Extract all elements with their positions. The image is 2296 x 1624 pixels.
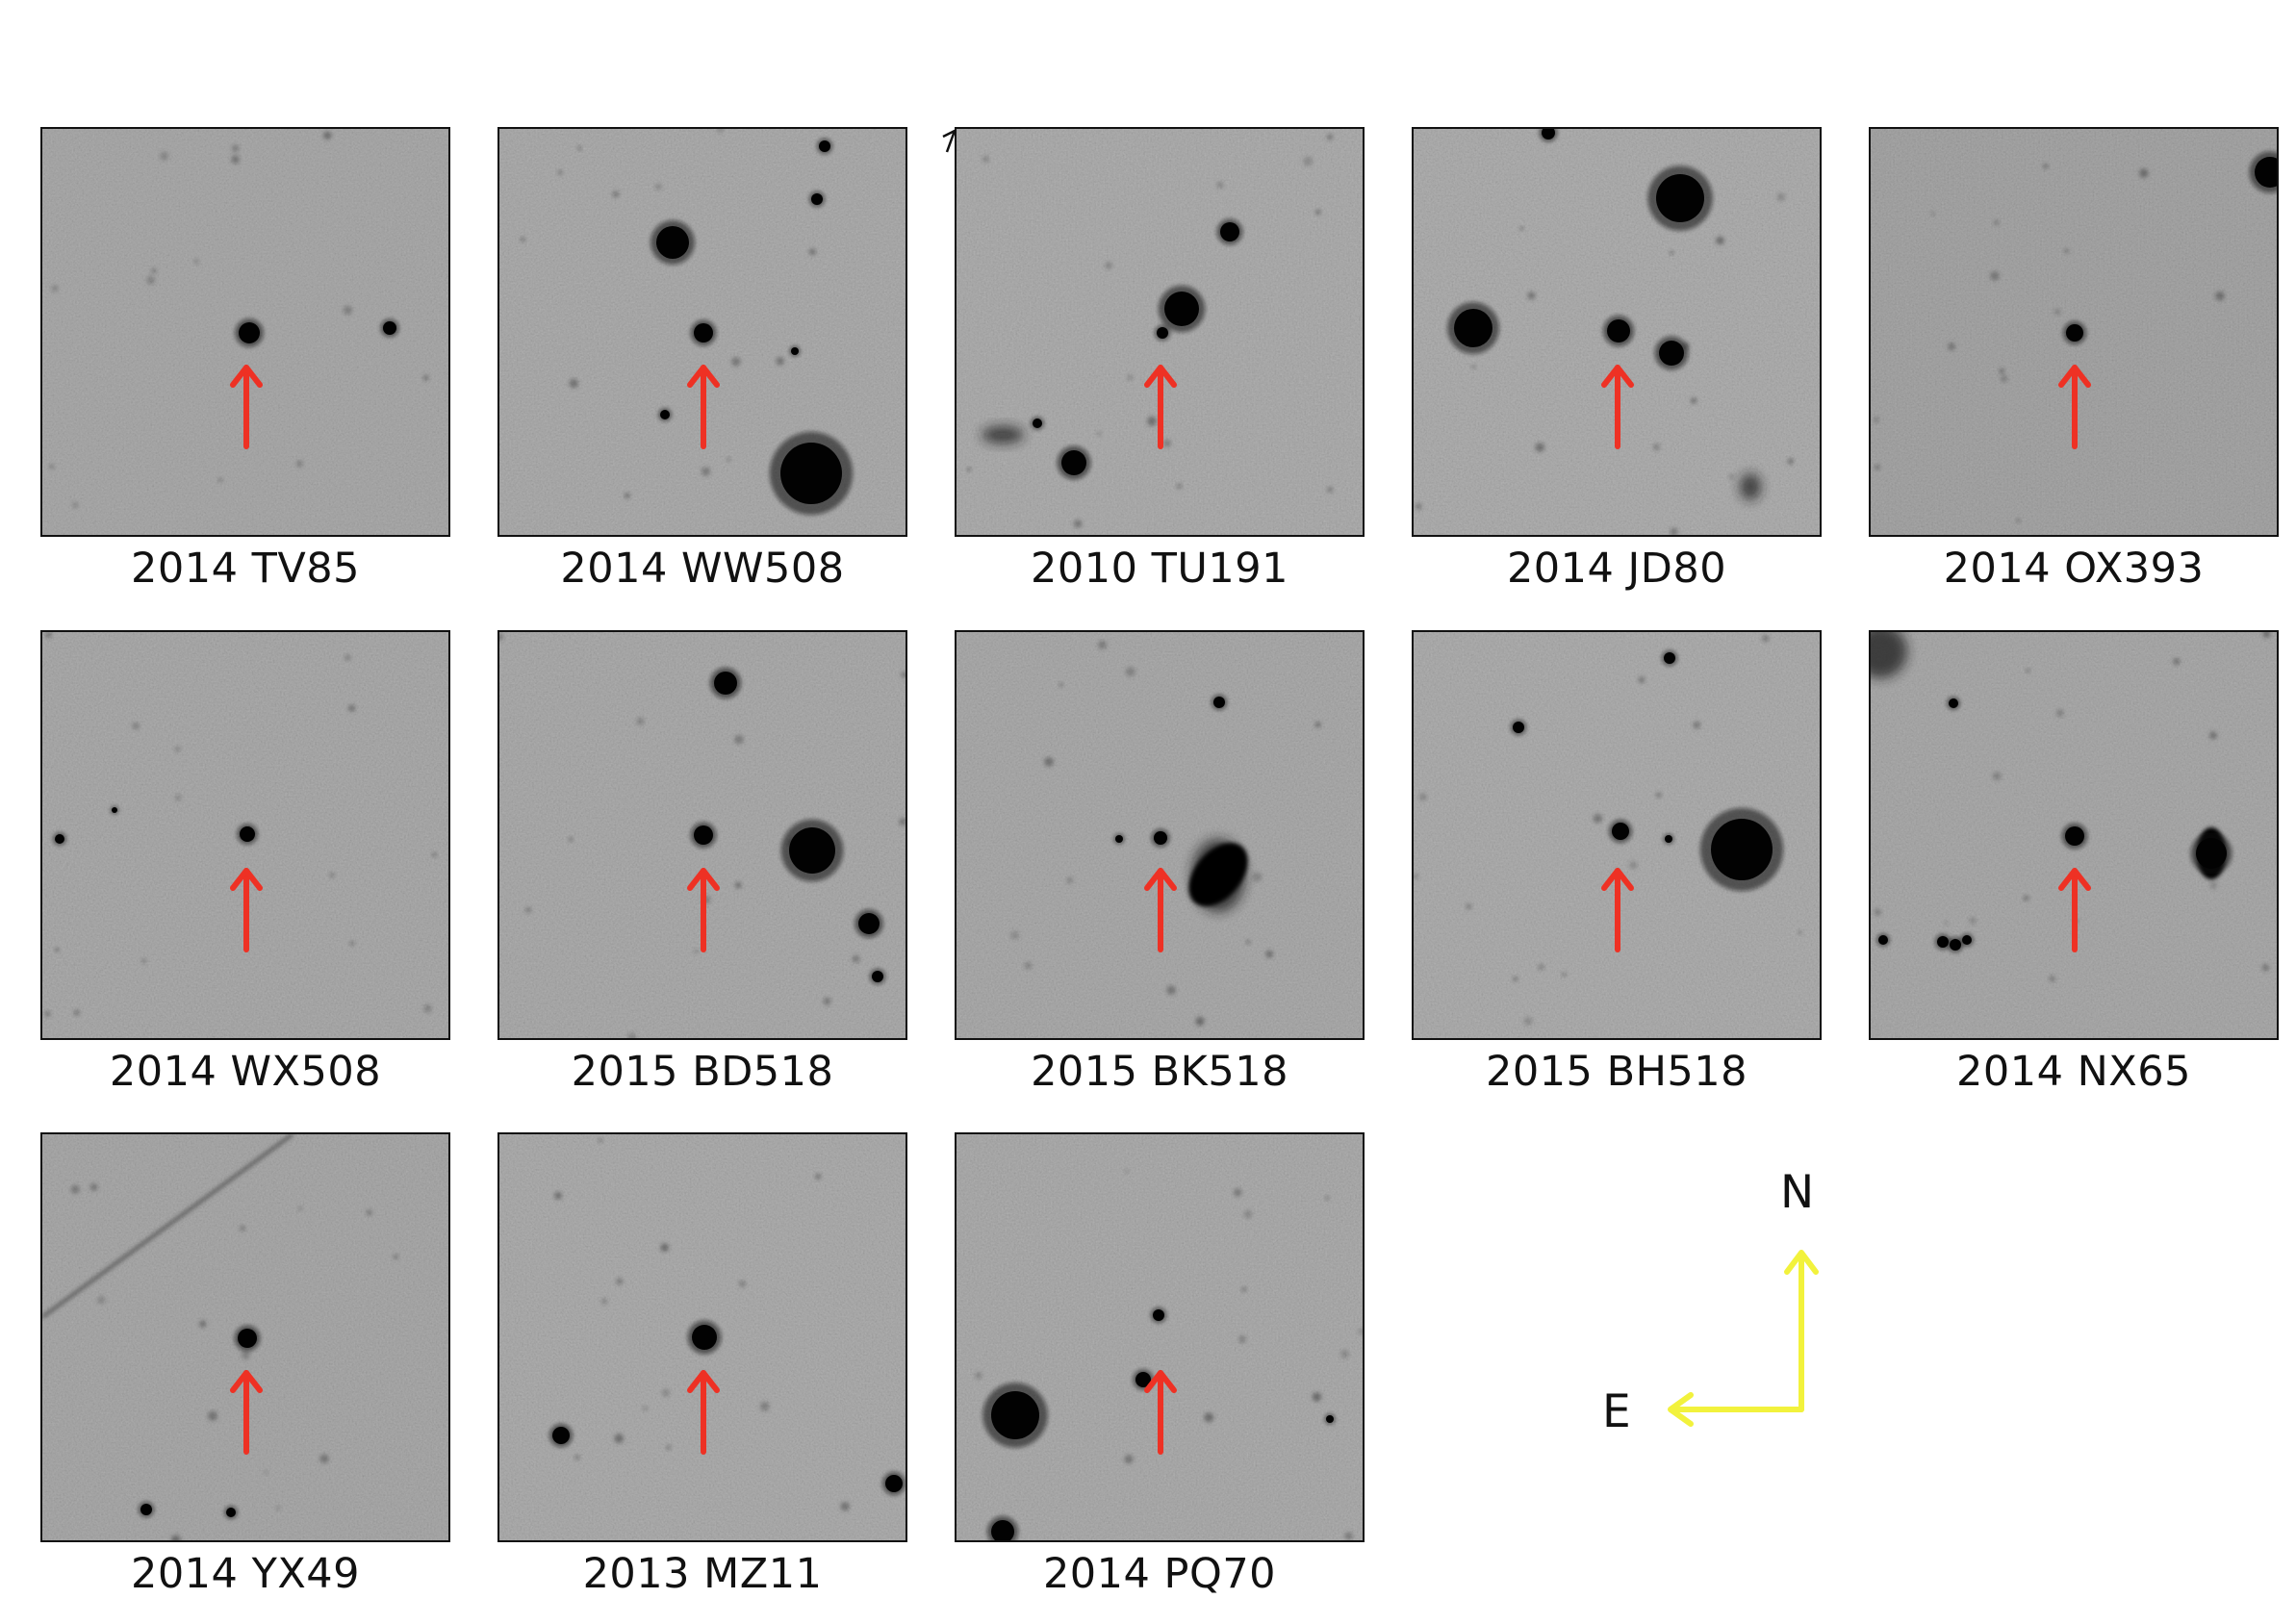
image-cell: 2014 NX65 — [1869, 630, 2279, 1096]
object-designation-label: 2014 WW508 — [560, 545, 845, 593]
target-arrow-icon — [2058, 868, 2091, 952]
object-designation-label: 2014 JD80 — [1506, 545, 1727, 593]
sky-field-image — [1414, 129, 1820, 535]
image-cell: 2013 MZ11 — [497, 1132, 907, 1598]
target-arrow-icon — [1144, 1370, 1177, 1455]
sky-field-image — [42, 129, 448, 535]
object-designation-label: 2013 MZ11 — [582, 1550, 823, 1598]
sky-image-stamp — [40, 630, 450, 1040]
image-cell: 2015 BK518 — [955, 630, 1365, 1096]
sky-image-stamp — [1869, 630, 2279, 1040]
sky-field-image — [42, 632, 448, 1038]
image-cell: 2014 TV85 — [40, 127, 450, 593]
object-designation-label: 2014 OX393 — [1943, 545, 2205, 593]
object-designation-label: 2014 TV85 — [131, 545, 360, 593]
sky-image-stamp — [40, 127, 450, 537]
sky-image-stamp — [1869, 127, 2279, 537]
image-cell: 2014 YX49 — [40, 1132, 450, 1598]
sky-image-stamp — [955, 127, 1365, 537]
image-cell: 2014 WX508 — [40, 630, 450, 1096]
object-designation-label: 2014 YX49 — [130, 1550, 361, 1598]
target-arrow-icon — [1144, 365, 1177, 449]
compass-east-label: E — [1602, 1385, 1631, 1438]
image-cell: 2014 OX393 — [1869, 127, 2279, 593]
sky-image-stamp — [497, 630, 907, 1040]
sky-image-stamp — [497, 127, 907, 537]
sky-image-stamp — [1412, 127, 1822, 537]
sky-image-stamp — [955, 1132, 1365, 1542]
target-arrow-icon — [1144, 868, 1177, 952]
image-cell: 2015 BD518 — [497, 630, 907, 1096]
sky-image-stamp — [955, 630, 1365, 1040]
object-designation-label: 2014 PQ70 — [1042, 1550, 1277, 1598]
target-arrow-icon — [687, 868, 720, 952]
image-cell: 2010 TU191 — [955, 127, 1365, 593]
image-cell: 2014 PQ70 — [955, 1132, 1365, 1598]
sky-field-image — [957, 129, 1363, 535]
target-arrow-icon — [230, 868, 263, 952]
sky-field-image — [499, 632, 906, 1038]
sky-field-image — [957, 632, 1363, 1038]
image-cell: 2014 WW508 — [497, 127, 907, 593]
target-arrow-icon — [1601, 868, 1634, 952]
target-arrow-icon — [1601, 365, 1634, 449]
sky-field-image — [1871, 632, 2277, 1038]
image-cell: 2014 JD80 — [1412, 127, 1822, 593]
object-designation-label: 2014 WX508 — [109, 1048, 382, 1096]
sky-field-image — [499, 129, 906, 535]
sky-image-stamp — [1412, 630, 1822, 1040]
sky-field-image — [1871, 129, 2277, 535]
object-designation-label: 2014 NX65 — [1956, 1048, 2191, 1096]
object-designation-label: 2015 BH518 — [1485, 1048, 1748, 1096]
sky-field-image — [42, 1134, 448, 1540]
sky-field-image — [1414, 632, 1820, 1038]
target-arrow-icon — [230, 365, 263, 449]
image-cell: 2015 BH518 — [1412, 630, 1822, 1096]
sky-field-image — [499, 1134, 906, 1540]
sky-field-image — [957, 1134, 1363, 1540]
target-arrow-icon — [687, 365, 720, 449]
target-arrow-icon — [687, 1370, 720, 1455]
compass-north-label: N — [1780, 1166, 1815, 1219]
target-arrow-icon — [2058, 365, 2091, 449]
target-arrow-icon — [230, 1370, 263, 1455]
object-designation-label: 2015 BK518 — [1031, 1048, 1288, 1096]
object-designation-label: 2015 BD518 — [571, 1048, 834, 1096]
object-designation-label: 2010 TU191 — [1031, 545, 1288, 593]
sky-image-stamp — [40, 1132, 450, 1542]
stray-tick-mark — [942, 128, 957, 153]
sky-image-stamp — [497, 1132, 907, 1542]
